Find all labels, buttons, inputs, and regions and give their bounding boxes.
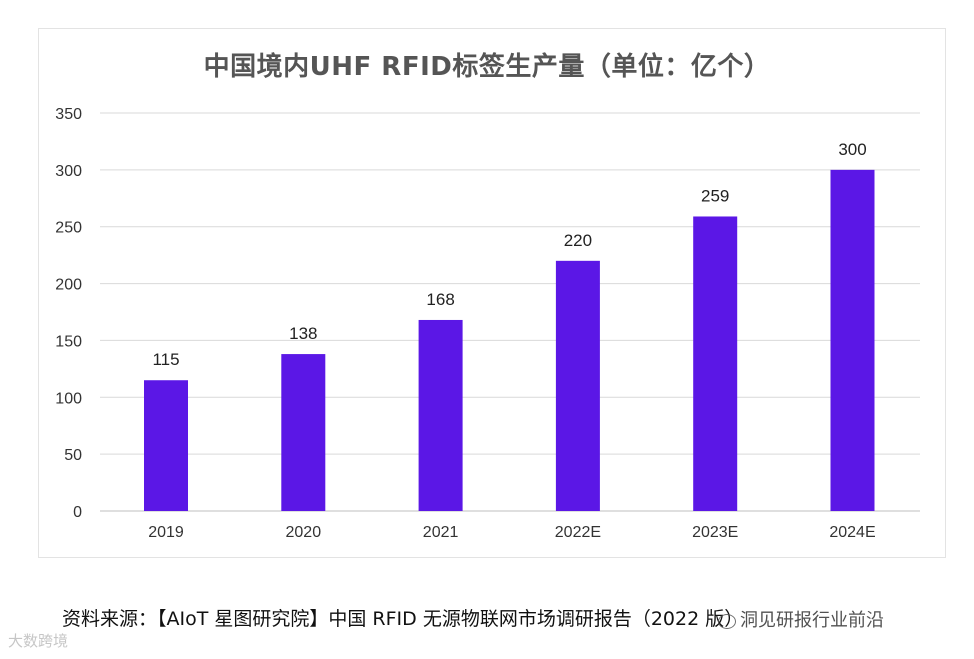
y-tick-label: 50: [64, 447, 82, 464]
data-label-2024E: 300: [838, 140, 866, 159]
x-tick-label-2020: 2020: [286, 524, 322, 541]
x-tick-label-2022E: 2022E: [555, 524, 601, 541]
bar-2021: [418, 319, 463, 511]
bar-2022E: [555, 260, 600, 511]
wechat-watermark-text: 洞见研报行业前沿: [740, 610, 884, 631]
source-note: 资料来源：【AIoT 星图研究院】中国 RFID 无源物联网市场调研报告（202…: [62, 608, 744, 630]
y-tick-label: 150: [55, 333, 82, 350]
chart-title: 中国境内UHF RFID标签生产量（单位：亿个）: [203, 52, 771, 82]
x-tick-label-2019: 2019: [148, 524, 184, 541]
bar-2019: [144, 380, 188, 511]
bar-2024E: [830, 169, 875, 511]
y-tick-label: 200: [55, 277, 82, 294]
wechat-icon: [718, 613, 736, 629]
chart-frame: [38, 28, 946, 558]
bar-2020: [281, 354, 326, 511]
wechat-watermark: 洞见研报行业前沿: [718, 606, 884, 632]
y-tick-label: 300: [55, 163, 82, 180]
data-label-2020: 138: [289, 324, 317, 343]
data-label-2019: 115: [152, 350, 179, 369]
x-tick-label-2021: 2021: [423, 524, 459, 541]
y-tick-label: 0: [73, 504, 82, 521]
x-tick-label-2024E: 2024E: [829, 524, 875, 541]
y-tick-label: 350: [55, 106, 82, 123]
x-tick-label-2023E: 2023E: [692, 524, 738, 541]
bar-2023E: [693, 216, 738, 512]
data-label-2023E: 259: [701, 186, 729, 205]
y-tick-label: 100: [55, 390, 82, 407]
bottom-watermark: 大数跨境: [8, 632, 69, 650]
data-label-2021: 168: [426, 290, 454, 309]
data-label-2022E: 220: [564, 231, 592, 250]
y-tick-label: 250: [55, 220, 82, 237]
